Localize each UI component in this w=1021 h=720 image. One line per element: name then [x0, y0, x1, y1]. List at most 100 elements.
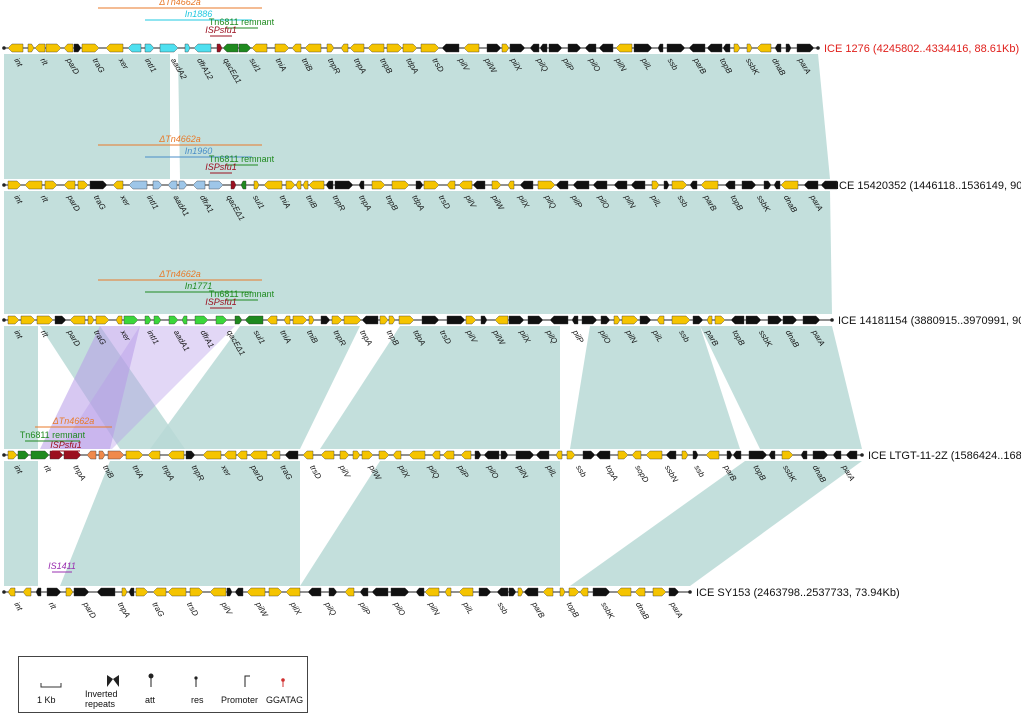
gene-label: ssb [496, 601, 510, 617]
att-icon [148, 673, 154, 687]
gene-block [249, 450, 268, 460]
gene-block [523, 587, 539, 597]
gene-block [458, 587, 474, 597]
band-14181154-ltgt-f [4, 326, 38, 449]
gene-block [666, 43, 686, 53]
track-name: ICE SY153 (2463798..2537733, 73.94Kb) [696, 587, 900, 599]
track-name: ICE 14181154 (3880915..3970991, 90.08Kb) [838, 315, 1021, 327]
gene-block [431, 450, 441, 460]
gene-block [202, 450, 222, 460]
gene-block [263, 180, 283, 190]
gene-block [500, 450, 509, 460]
gene-block [128, 180, 148, 190]
gene-block [845, 450, 858, 460]
gene-block [331, 315, 343, 325]
gene-block [800, 450, 808, 460]
gene-block [832, 450, 842, 460]
gene-block [812, 450, 829, 460]
gene-block [424, 587, 440, 597]
gene-block [7, 180, 22, 190]
legend-inverted-repeats-label: Inverted repeats [85, 689, 118, 709]
gene-label: ssb [574, 464, 588, 480]
gene-block [796, 43, 815, 53]
annotation-label: Tn6811 remnant [209, 17, 275, 27]
gene-block [30, 450, 50, 460]
gene-block [634, 587, 646, 597]
gene-block [460, 450, 472, 460]
gene-block [391, 180, 410, 190]
gene-block [617, 450, 629, 460]
gene-block [581, 315, 598, 325]
gene-block [7, 587, 16, 597]
gene-block [705, 450, 720, 460]
legend-promoter-label: Promoter [221, 695, 259, 705]
gene-block [442, 450, 455, 460]
gene-block [542, 587, 554, 597]
track-start-marker [2, 453, 6, 457]
gene-block [302, 180, 309, 190]
gene-block [184, 43, 191, 53]
gene-block [780, 180, 799, 190]
gene-block [472, 180, 486, 190]
gene-label: int [12, 601, 24, 613]
gene-label: ssb [692, 464, 706, 480]
gene-block [802, 315, 821, 325]
annotation-label: Tn6811 remnant [209, 289, 275, 299]
gene-block [240, 180, 247, 190]
gene-block [651, 180, 660, 190]
gene-block [621, 315, 639, 325]
gene-block [54, 315, 67, 325]
gene-block [613, 180, 628, 190]
gene-block [390, 587, 410, 597]
gene-block [730, 315, 745, 325]
gene-block [194, 315, 209, 325]
gene-block [555, 180, 569, 190]
track-name: ICE 1276 (4245802..4334416, 88.61Kb) [824, 43, 1019, 55]
gene-block [320, 450, 335, 460]
gene-block [96, 587, 116, 597]
gene-block [216, 43, 223, 53]
gene-block [535, 450, 550, 460]
gene-block [270, 450, 281, 460]
gene-block [292, 315, 308, 325]
gene-block [519, 180, 534, 190]
gene-block [592, 587, 611, 597]
gene-block [167, 180, 178, 190]
annotation-label: IS1411 [48, 561, 76, 571]
gene-block [631, 450, 642, 460]
gene-block [274, 43, 290, 53]
gene-block [20, 315, 36, 325]
gene-block [555, 450, 563, 460]
gene-label: rlt [47, 601, 59, 612]
gene-block [238, 43, 252, 53]
gene-block [584, 43, 597, 53]
gene-block [595, 450, 611, 460]
gene-label: pilL [461, 600, 476, 616]
track-name: ICE 15420352 (1446118..1536149, 90.03Kb) [836, 180, 1021, 192]
gene-block [246, 587, 266, 597]
gene-block [63, 450, 82, 460]
inverted-repeats-icon [107, 675, 119, 687]
gene-label: pilX [288, 600, 303, 617]
track-start-marker [2, 183, 6, 187]
gene-block [420, 43, 440, 53]
gene-block [361, 450, 374, 460]
gene-block [178, 180, 188, 190]
gene-block [325, 180, 334, 190]
gene-block [748, 450, 768, 460]
gene-block [726, 450, 733, 460]
gene-block [756, 43, 772, 53]
gene-block [458, 180, 473, 190]
gene-block [89, 180, 108, 190]
gene-block [549, 315, 569, 325]
gene-block [153, 315, 162, 325]
gene-block [656, 315, 665, 325]
gene-label: parA [668, 600, 685, 620]
gene-block [371, 587, 389, 597]
gene-block [657, 43, 664, 53]
gene-block [115, 315, 123, 325]
gene-block [388, 315, 396, 325]
gene-block [474, 450, 482, 460]
gene-block [326, 43, 335, 53]
gene-block [421, 315, 440, 325]
